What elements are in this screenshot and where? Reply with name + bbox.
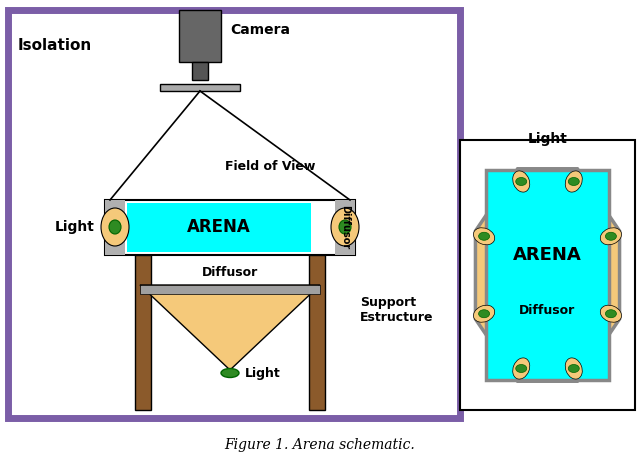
Ellipse shape <box>565 171 582 192</box>
Bar <box>8 10 460 418</box>
Text: Light: Light <box>527 132 568 146</box>
Text: Light: Light <box>55 220 95 234</box>
Ellipse shape <box>479 232 490 240</box>
Bar <box>309 255 325 410</box>
Ellipse shape <box>516 177 527 186</box>
Ellipse shape <box>516 364 527 373</box>
Text: Diffusor: Diffusor <box>340 205 350 249</box>
Ellipse shape <box>339 220 351 234</box>
Bar <box>192 62 208 80</box>
Ellipse shape <box>221 369 239 378</box>
Text: Camera: Camera <box>230 23 290 37</box>
Bar <box>135 255 151 410</box>
Bar <box>179 10 221 62</box>
Ellipse shape <box>513 358 530 379</box>
Bar <box>127 203 311 252</box>
Bar <box>160 84 240 91</box>
Bar <box>105 200 355 255</box>
Text: Light: Light <box>245 366 281 379</box>
Bar <box>460 140 635 410</box>
Ellipse shape <box>109 220 121 234</box>
Ellipse shape <box>600 228 621 245</box>
Polygon shape <box>140 285 320 370</box>
Polygon shape <box>476 169 620 381</box>
Ellipse shape <box>565 358 582 379</box>
Ellipse shape <box>568 364 579 373</box>
Text: Diffusor: Diffusor <box>520 303 575 317</box>
Bar <box>140 285 320 294</box>
Ellipse shape <box>331 208 359 246</box>
Ellipse shape <box>101 208 129 246</box>
Text: ARENA: ARENA <box>513 246 582 264</box>
Ellipse shape <box>474 228 495 245</box>
Text: ARENA: ARENA <box>187 218 251 236</box>
Ellipse shape <box>605 232 616 240</box>
Ellipse shape <box>479 310 490 318</box>
Ellipse shape <box>600 305 621 322</box>
Bar <box>486 170 609 380</box>
Ellipse shape <box>513 171 530 192</box>
Bar <box>335 200 355 255</box>
Text: Isolation: Isolation <box>18 38 92 53</box>
Bar <box>105 200 125 255</box>
Ellipse shape <box>605 310 616 318</box>
Text: Diffusor: Diffusor <box>202 267 258 279</box>
Ellipse shape <box>474 305 495 322</box>
Text: Figure 1. Arena schematic.: Figure 1. Arena schematic. <box>225 438 415 452</box>
Ellipse shape <box>568 177 579 186</box>
Text: Support
Estructure: Support Estructure <box>360 296 433 324</box>
Text: Field of View: Field of View <box>225 161 316 173</box>
